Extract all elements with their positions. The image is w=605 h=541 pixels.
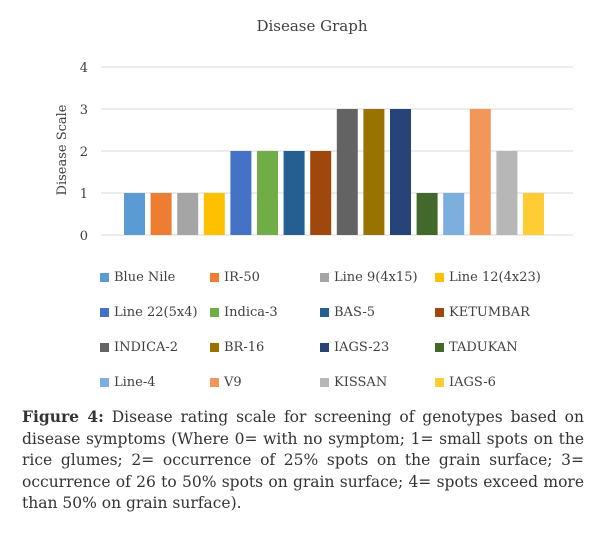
bar-line-9-4x15 (177, 193, 199, 235)
y-tick-label: 2 (80, 145, 88, 160)
legend-swatch (100, 307, 109, 317)
bar-indica-2 (336, 109, 358, 235)
bar-tadukan (416, 193, 438, 235)
caption-label: Figure 4: (22, 407, 104, 426)
legend-label: IAGS-6 (449, 374, 496, 390)
legend-item: KISSAN (320, 373, 435, 391)
y-axis-label: Disease Scale (55, 104, 70, 195)
legend-label: Line 9(4x15) (334, 269, 418, 285)
legend-item: Line 12(4x23) (435, 268, 570, 286)
bar-v9 (469, 109, 491, 235)
legend-swatch (210, 342, 219, 352)
legend-item: V9 (210, 373, 320, 391)
legend-label: Indica-3 (224, 304, 278, 320)
legend-label: KETUMBAR (449, 304, 530, 320)
legend-label: Blue Nile (114, 269, 176, 285)
legend-label: V9 (224, 374, 242, 390)
bar-chart: Disease Graph Disease Scale 0 1 2 3 4 (55, 17, 573, 244)
legend-label: Line 22(5x4) (114, 304, 198, 320)
legend-label: IAGS-23 (334, 339, 390, 355)
y-tick-label: 1 (80, 187, 88, 202)
y-tick-label: 3 (80, 103, 88, 118)
legend-swatch (100, 342, 109, 352)
legend-label: IR-50 (224, 269, 260, 285)
legend-item: KETUMBAR (435, 303, 570, 321)
bar-kissan (496, 151, 518, 235)
y-tick-label: 4 (80, 61, 88, 76)
legend-label: BR-16 (224, 339, 265, 355)
figure-caption: Figure 4: Disease rating scale for scree… (22, 406, 584, 515)
bar-br-16 (363, 109, 385, 235)
legend-item: Blue Nile (100, 268, 210, 286)
chart-title: Disease Graph (256, 17, 367, 35)
bar-line-4 (443, 193, 465, 235)
legend-swatch (435, 342, 444, 352)
legend-label: KISSAN (334, 374, 388, 390)
legend-swatch (320, 342, 329, 352)
bar-iags-6 (523, 193, 544, 235)
bar-indica-3 (257, 151, 278, 235)
legend-item: IR-50 (210, 268, 320, 286)
legend-swatch (435, 272, 444, 282)
legend: Blue Nile IR-50 Line 9(4x15) Line 12(4x23) L… (100, 268, 570, 391)
caption-text: Disease rating scale for screening of ge… (22, 408, 584, 512)
legend-label: Line-4 (114, 374, 156, 390)
bar-bas-5 (283, 151, 305, 235)
legend-item: BR-16 (210, 338, 320, 356)
legend-item: BAS-5 (320, 303, 435, 321)
y-tick-labels: 0 1 2 3 4 (80, 61, 88, 244)
legend-item: TADUKAN (435, 338, 570, 356)
bar-ir-50 (150, 193, 172, 235)
legend-label: TADUKAN (449, 339, 518, 355)
legend-swatch (435, 307, 444, 317)
legend-swatch (100, 272, 109, 282)
bar-iags-23 (390, 109, 411, 235)
legend-label: Line 12(4x23) (449, 269, 541, 285)
legend-item: Line 22(5x4) (100, 303, 210, 321)
legend-label: BAS-5 (334, 304, 375, 320)
legend-swatch (320, 377, 329, 387)
legend-swatch (435, 377, 444, 387)
bar-ketumbar (310, 151, 332, 235)
legend-item: INDICA-2 (100, 338, 210, 356)
legend-swatch (210, 307, 219, 317)
legend-swatch (320, 272, 329, 282)
bar-line-22-5x4 (230, 151, 252, 235)
y-tick-label: 0 (80, 229, 88, 244)
legend-swatch (100, 377, 109, 387)
legend-swatch (210, 272, 219, 282)
legend-swatch (210, 377, 219, 387)
legend-item: IAGS-6 (435, 373, 570, 391)
bar-line-12-4x23 (203, 193, 225, 235)
legend-item: IAGS-23 (320, 338, 435, 356)
bar-blue-nile (124, 193, 145, 235)
bars (124, 109, 544, 235)
legend-item: Line 9(4x15) (320, 268, 435, 286)
legend-swatch (320, 307, 329, 317)
legend-label: INDICA-2 (114, 339, 179, 355)
legend-item: Line-4 (100, 373, 210, 391)
legend-item: Indica-3 (210, 303, 320, 321)
